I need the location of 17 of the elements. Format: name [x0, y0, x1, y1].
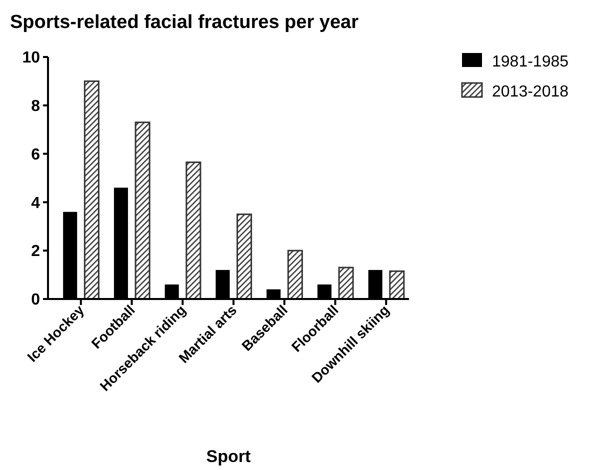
bar	[134, 122, 150, 300]
legend-label: 2013-2018	[492, 84, 569, 101]
y-tick-label: 6	[31, 146, 40, 164]
bar	[186, 162, 202, 300]
y-tick-label: 8	[31, 98, 40, 115]
y-tick-label: 4	[31, 194, 40, 212]
y-tick-label: 2	[31, 243, 40, 260]
bar	[287, 250, 303, 300]
bar	[236, 214, 252, 300]
chart-title: Sports-related facial fractures per year	[10, 12, 360, 33]
bar	[84, 80, 100, 300]
bar	[389, 270, 405, 300]
x-axis-title: Sport	[206, 447, 252, 466]
y-tick-label: 0	[31, 292, 40, 309]
y-tick-label: 10	[22, 50, 40, 67]
legend-label: 1981-1985	[492, 54, 569, 71]
bar	[338, 266, 354, 300]
